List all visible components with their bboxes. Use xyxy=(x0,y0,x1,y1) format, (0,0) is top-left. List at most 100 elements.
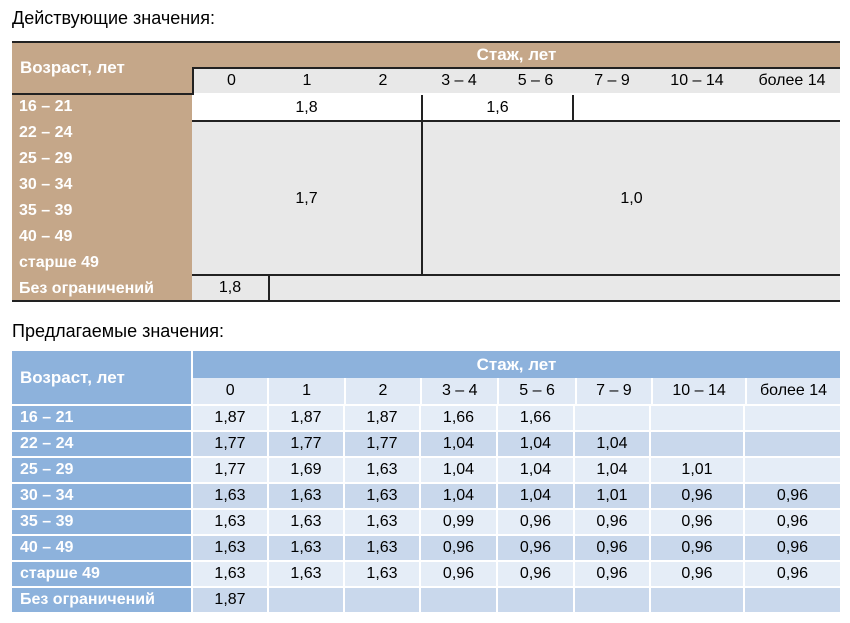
table-top-border xyxy=(12,41,840,43)
value-cell xyxy=(651,588,745,612)
empty-cell xyxy=(574,95,840,120)
table-row: Без ограничений 1,87 xyxy=(12,586,840,612)
value-cell: 1,04 xyxy=(421,484,498,508)
age-row-label: 22 – 24 xyxy=(12,432,193,456)
table-row: 22 – 24 1,77 1,77 1,77 1,04 1,04 1,04 xyxy=(12,430,840,456)
value-cell: 1,69 xyxy=(269,458,345,482)
value-cell: 0,96 xyxy=(421,562,498,586)
value-cell: 0,96 xyxy=(498,536,575,560)
value-cell: 0,96 xyxy=(575,536,651,560)
value-cell xyxy=(745,406,840,430)
value-cell: 1,87 xyxy=(193,406,269,430)
table-row: 30 – 34 1,63 1,63 1,63 1,04 1,04 1,01 0,96 0,96 xyxy=(12,482,840,508)
value-cell: 1,01 xyxy=(575,484,651,508)
age-row-label: 16 – 21 xyxy=(19,98,73,115)
years-row: 0 1 2 3 – 4 5 – 6 7 – 9 10 – 14 более 14 xyxy=(193,378,840,404)
value-cell: 1,63 xyxy=(193,536,269,560)
value-cell: 1,87 xyxy=(193,588,269,612)
current-values-table: Стаж, лет Возраст, лет 0 1 2 3 – 4 5 – 6… xyxy=(12,41,840,302)
value-cell: 1,63 xyxy=(345,510,421,534)
year-header: 7 – 9 xyxy=(576,378,654,404)
table-bottom-border xyxy=(12,300,840,302)
table-row: старше 49 1,63 1,63 1,63 0,96 0,96 0,96 0,96 0,9… xyxy=(12,560,840,586)
value-cell: 1,0 xyxy=(421,122,840,275)
age-row-label: 30 – 34 xyxy=(12,484,193,508)
value-cell: 1,66 xyxy=(421,406,498,430)
value-cell: 1,04 xyxy=(498,484,575,508)
value-cell: 1,8 xyxy=(192,95,421,120)
proposed-values-heading: Предлагаемые значения: xyxy=(12,321,225,341)
corner-bottom-border xyxy=(12,93,194,95)
value-cell: 1,6 xyxy=(421,95,574,120)
value-cell: 0,96 xyxy=(745,536,840,560)
value-cell: 1,77 xyxy=(193,432,269,456)
value-cell: 1,04 xyxy=(421,458,498,482)
value-cell: 1,04 xyxy=(421,432,498,456)
value-cell: 0,96 xyxy=(651,562,745,586)
value-cell: 0,96 xyxy=(575,510,651,534)
value-cell: 1,04 xyxy=(498,432,575,456)
table-row: 16 – 21 1,87 1,87 1,87 1,66 1,66 xyxy=(12,404,840,430)
value-cell: 1,63 xyxy=(269,562,345,586)
age-row-label: 35 – 39 xyxy=(12,510,193,534)
value-cell: 1,63 xyxy=(345,562,421,586)
age-row-label: 22 – 24 xyxy=(19,124,73,141)
value-cell xyxy=(575,406,651,430)
value-cell: 1,63 xyxy=(193,510,269,534)
value-cell xyxy=(498,588,575,612)
value-cell: 1,77 xyxy=(193,458,269,482)
value-cell: 0,96 xyxy=(745,484,840,508)
value-cell: 0,96 xyxy=(651,536,745,560)
age-row-label: старше 49 xyxy=(12,562,193,586)
experience-header: Стаж, лет xyxy=(193,351,840,378)
value-cell xyxy=(421,588,498,612)
proposed-values-table: Возраст, лет Стаж, лет 0 1 2 3 – 4 5 – 6… xyxy=(12,351,840,612)
value-cell: 1,63 xyxy=(193,562,269,586)
value-cell xyxy=(575,588,651,612)
year-header: 7 – 9 xyxy=(594,72,630,89)
age-row-label: 16 – 21 xyxy=(12,406,193,430)
age-row-label: 40 – 49 xyxy=(12,536,193,560)
year-header: 2 xyxy=(378,72,388,89)
value-cell: 1,63 xyxy=(345,484,421,508)
year-header: 10 – 14 xyxy=(670,72,724,89)
value-cell: 1,87 xyxy=(269,406,345,430)
value-cell: 0,96 xyxy=(651,484,745,508)
value-cell: 1,04 xyxy=(575,458,651,482)
age-row-label: 35 – 39 xyxy=(19,202,73,219)
value-cell: 1,77 xyxy=(269,432,345,456)
value-cell: 1,63 xyxy=(269,484,345,508)
age-row-label: 30 – 34 xyxy=(19,176,73,193)
year-header: 0 xyxy=(227,72,236,89)
year-header: 2 xyxy=(345,378,423,404)
value-cell: 1,77 xyxy=(345,432,421,456)
value-cell: 0,96 xyxy=(651,510,745,534)
value-cell: 1,04 xyxy=(575,432,651,456)
value-cell: 0,96 xyxy=(498,510,575,534)
value-cell xyxy=(745,458,840,482)
age-row-label: 40 – 49 xyxy=(19,228,73,245)
year-header: более 14 xyxy=(758,72,826,89)
table-row: 35 – 39 1,63 1,63 1,63 0,99 0,96 0,96 0,96 0,96 xyxy=(12,508,840,534)
value-cell: 0,96 xyxy=(498,562,575,586)
value-cell: 1,04 xyxy=(498,458,575,482)
age-row-label: Без ограничений xyxy=(19,280,154,297)
age-row-label: 25 – 29 xyxy=(19,150,73,167)
value-cell: 1,7 xyxy=(192,122,421,275)
value-cell: 1,63 xyxy=(345,536,421,560)
row-divider xyxy=(192,120,840,122)
age-corner-header: Возраст, лет xyxy=(12,43,192,93)
year-header: более 14 xyxy=(747,378,840,404)
empty-cell xyxy=(270,276,840,300)
value-cell xyxy=(345,588,421,612)
value-cell: 1,87 xyxy=(345,406,421,430)
value-cell: 0,99 xyxy=(421,510,498,534)
table-row: 40 – 49 1,63 1,63 1,63 0,96 0,96 0,96 0,96 0,96 xyxy=(12,534,840,560)
age-row-label: Без ограничений xyxy=(12,588,193,612)
age-row-label: старше 49 xyxy=(19,254,99,271)
year-header: 5 – 6 xyxy=(499,378,577,404)
year-header: 3 – 4 xyxy=(422,378,500,404)
age-row-label: 25 – 29 xyxy=(12,458,193,482)
value-cell: 0,96 xyxy=(745,562,840,586)
value-cell: 1,01 xyxy=(651,458,745,482)
